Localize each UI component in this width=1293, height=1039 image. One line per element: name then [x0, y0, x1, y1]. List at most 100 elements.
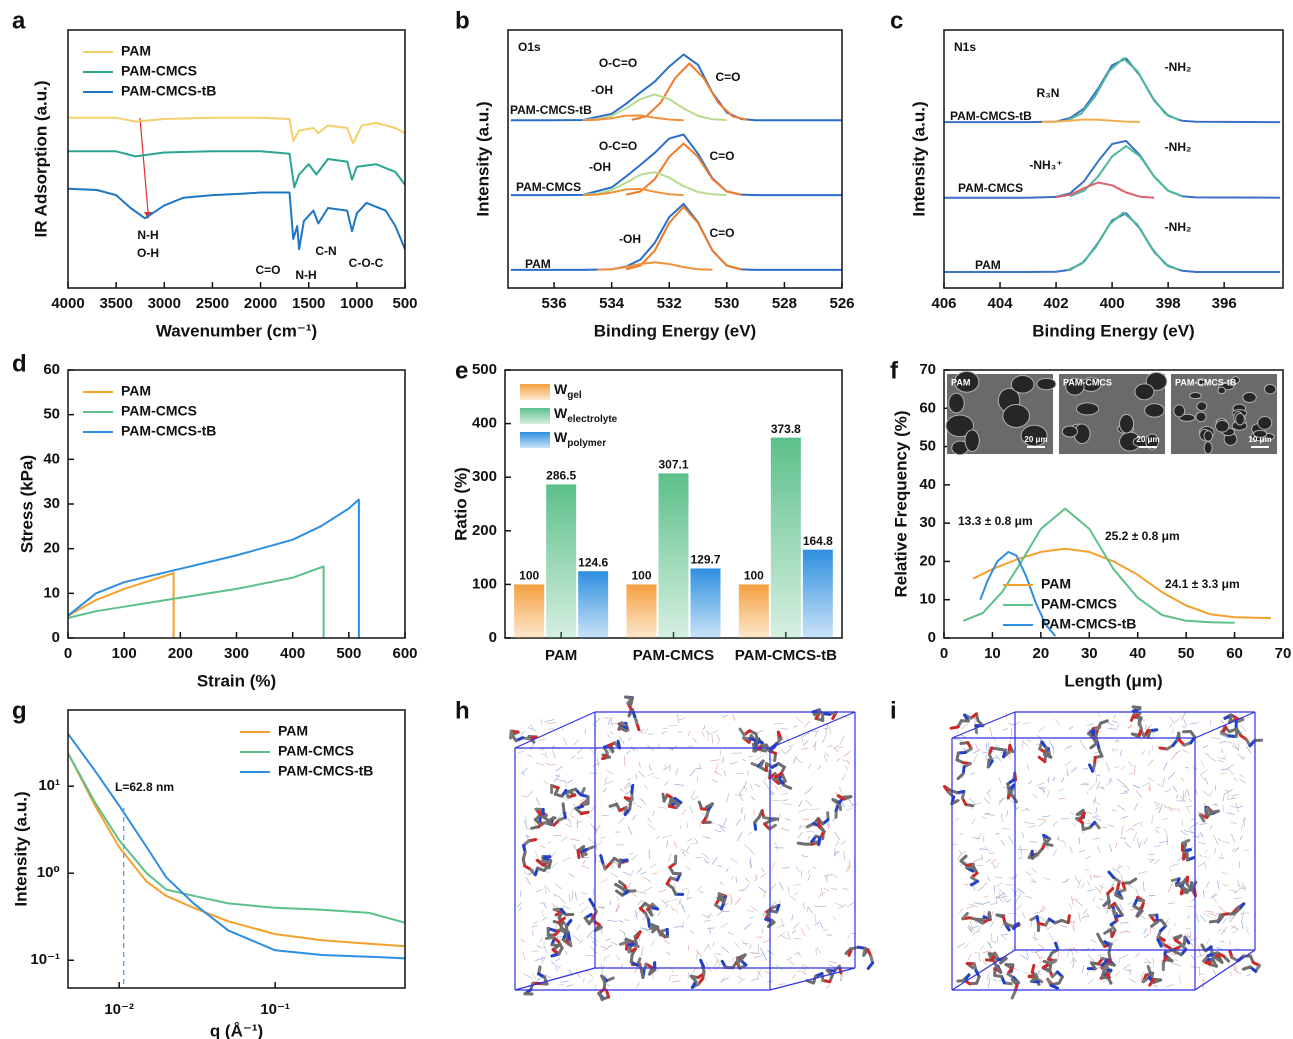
- curve-label: -OH: [591, 83, 613, 97]
- bond: [770, 792, 775, 796]
- bond: [544, 946, 548, 954]
- bond: [1187, 789, 1190, 797]
- bond: [820, 888, 824, 897]
- bar: [626, 584, 657, 638]
- bond: [1082, 908, 1088, 915]
- annotation: N-H: [295, 268, 316, 282]
- panel-letter: f: [890, 357, 899, 384]
- bond: [838, 786, 843, 793]
- curve-label: C=O: [709, 149, 734, 163]
- bond: [957, 851, 963, 861]
- bond: [632, 893, 637, 897]
- pore: [1217, 386, 1226, 395]
- line-series: [1066, 57, 1180, 122]
- bond: [609, 731, 614, 735]
- bond: [757, 729, 764, 733]
- bond: [971, 818, 976, 825]
- bar: [770, 437, 801, 638]
- panel-letter: a: [12, 7, 26, 34]
- bond: [1164, 789, 1171, 793]
- bar: [690, 568, 721, 638]
- bond: [582, 859, 586, 865]
- bond: [1053, 820, 1058, 827]
- bond: [1147, 759, 1154, 767]
- line-series: [963, 507, 1235, 624]
- bond: [677, 717, 686, 721]
- bond: [603, 946, 610, 952]
- bond: [1064, 745, 1070, 750]
- bond: [1105, 762, 1110, 772]
- bond: [827, 745, 833, 748]
- bond: [1206, 938, 1211, 945]
- bond: [1181, 725, 1186, 729]
- bond: [1163, 827, 1169, 837]
- bond: [1002, 728, 1009, 731]
- bond: [1233, 963, 1238, 969]
- bond: [1229, 970, 1232, 977]
- bond: [1000, 813, 1003, 823]
- bond: [726, 793, 730, 803]
- bond: [1071, 896, 1074, 905]
- bond: [1052, 776, 1056, 782]
- bond: [596, 824, 601, 832]
- bond: [794, 952, 801, 955]
- bond: [823, 754, 828, 762]
- x-tick-label: 2000: [244, 295, 277, 312]
- bond: [522, 951, 526, 961]
- box-edge: [1194, 711, 1256, 739]
- bond: [1237, 805, 1244, 809]
- bond: [543, 780, 548, 785]
- bond: [719, 881, 724, 885]
- bar: [802, 549, 833, 638]
- bond: [1156, 783, 1165, 788]
- bond: [1120, 825, 1124, 835]
- bond: [1228, 914, 1237, 923]
- bond: [1148, 749, 1151, 756]
- bond: [606, 769, 614, 775]
- bond: [1024, 822, 1035, 824]
- chain-bond: [773, 771, 783, 779]
- bond: [801, 747, 809, 750]
- value-label: 124.6: [578, 555, 608, 569]
- chain-bond: [576, 849, 581, 860]
- bond: [843, 851, 846, 860]
- bond: [586, 969, 593, 978]
- bond: [1162, 777, 1165, 786]
- bond: [705, 962, 709, 968]
- bond: [605, 954, 612, 959]
- legend-label: PAM-CMCS: [121, 63, 197, 79]
- bond: [1163, 804, 1167, 809]
- bond: [618, 736, 625, 744]
- bond: [652, 912, 656, 917]
- bond: [600, 836, 606, 839]
- bond: [1218, 857, 1225, 859]
- y-tick-label: 10: [43, 584, 60, 601]
- bond: [521, 795, 528, 798]
- bond: [1239, 774, 1244, 778]
- bond: [1118, 865, 1124, 869]
- bond: [1135, 952, 1140, 958]
- bond: [1113, 868, 1121, 873]
- bond: [707, 968, 713, 972]
- bond: [1151, 815, 1154, 824]
- bond: [1202, 889, 1205, 898]
- sem-label: PAM-CMCS: [1063, 377, 1112, 387]
- bond: [520, 767, 528, 775]
- bond: [1004, 883, 1013, 886]
- legend-swatch: [520, 384, 550, 400]
- bond: [707, 913, 712, 919]
- bond: [1133, 832, 1138, 842]
- bond: [987, 978, 991, 988]
- bond: [836, 757, 841, 762]
- bond: [711, 733, 714, 744]
- bond: [1109, 843, 1113, 853]
- bond: [1117, 864, 1120, 870]
- bond: [763, 890, 767, 898]
- pore: [1242, 391, 1257, 403]
- bond: [1138, 871, 1148, 874]
- bond: [650, 863, 657, 869]
- x-tick-label: 528: [772, 295, 797, 312]
- bond: [1212, 803, 1219, 806]
- line-series: [979, 550, 1057, 637]
- bond: [600, 946, 608, 950]
